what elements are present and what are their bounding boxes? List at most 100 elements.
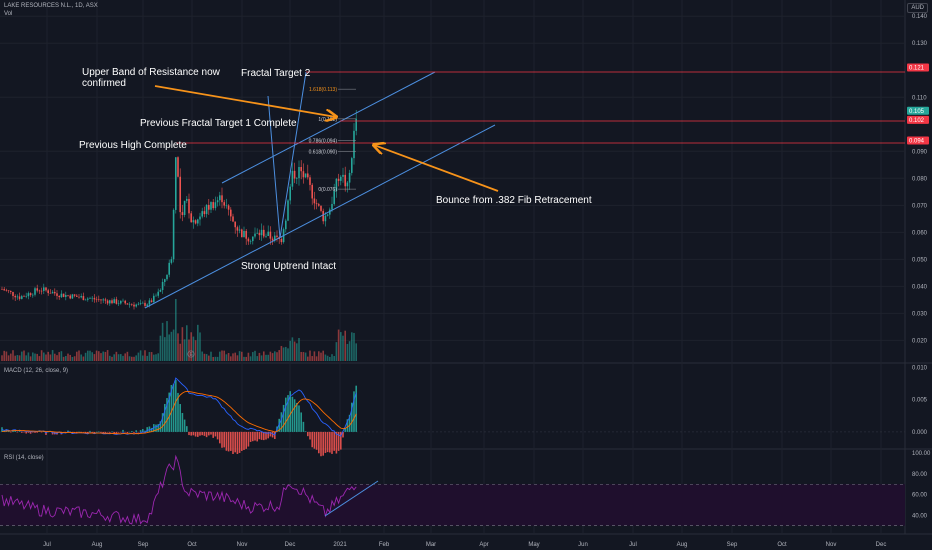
macd-histogram-bar (122, 429, 124, 432)
volume-bar (43, 352, 45, 361)
candle-body (84, 299, 87, 301)
macd-histogram-bar (351, 402, 353, 432)
volume-bar (205, 354, 208, 361)
volume-bar (58, 352, 60, 361)
macd-histogram-bar (29, 431, 32, 434)
volume-bar (91, 352, 93, 361)
candle-body (7, 290, 10, 292)
rsi-trendline (324, 480, 379, 517)
volume-bar (27, 352, 30, 361)
macd-histogram-bar (120, 431, 122, 433)
candle-body (324, 215, 327, 222)
time-tick-label: Nov (237, 542, 248, 548)
macd-histogram-bar (315, 431, 318, 450)
macd-histogram-bar (133, 431, 135, 433)
time-axis[interactable]: Jul Aug Sep Oct Nov Dec 2021 Feb Mar Apr May Jun Jul… (43, 542, 886, 548)
volume-bar (102, 351, 104, 361)
time-tick-label: Jul (629, 542, 637, 548)
volume-bar (304, 352, 307, 361)
chart-grid (0, 0, 932, 535)
candle-body (161, 281, 164, 290)
candle-body (18, 296, 21, 299)
volume-bar (76, 351, 78, 361)
macd-histogram-bar (348, 414, 351, 432)
volume-bar (296, 343, 298, 361)
volume-bar (29, 356, 32, 361)
macd-histogram-bar (164, 403, 166, 432)
fib-level-label: 1.618(0.113) (309, 87, 337, 93)
volume-bar (320, 352, 322, 361)
volume-bar (243, 356, 245, 361)
candle-body (309, 177, 311, 185)
macd-histogram-bar (153, 424, 155, 432)
candle-body (111, 300, 113, 304)
volume-bar (241, 351, 243, 361)
price-axis[interactable]: 0.020 0.030 0.040 0.050 0.060 0.070 0.080 0.090… (907, 14, 931, 519)
candle-body (100, 299, 102, 301)
macd-histogram-bar (10, 431, 12, 433)
candle-body (76, 295, 78, 297)
volume-bar (313, 351, 316, 361)
macd-histogram-bar (21, 431, 23, 433)
channel-lower-line (144, 124, 496, 309)
volume-bar (36, 353, 38, 361)
volume-bar (329, 356, 331, 361)
volume-bar (95, 350, 98, 361)
candle-body (238, 229, 241, 231)
time-tick-label: Jun (578, 542, 588, 548)
time-tick-label: Oct (777, 542, 787, 548)
candle-body (131, 304, 133, 305)
candle-body (212, 202, 214, 209)
macd-histogram-bar (190, 431, 192, 436)
macd-histogram-bar (93, 431, 96, 434)
time-tick-label: Feb (379, 542, 390, 548)
volume-bar (293, 341, 296, 361)
candle-body (164, 279, 166, 282)
macd-histogram-bar (109, 431, 111, 433)
candle-body (102, 299, 104, 301)
candle-body (188, 198, 190, 214)
macd-histogram-bar (324, 431, 327, 453)
volume-bar (225, 354, 228, 361)
volume-bar (32, 352, 34, 361)
candle-body (296, 178, 298, 179)
macd-histogram-bar (188, 431, 190, 436)
macd-histogram-bar (82, 431, 85, 433)
volume-bar (133, 356, 135, 361)
macd-histogram-bar (335, 431, 338, 454)
macd-histogram-bar (298, 405, 300, 432)
price-label-text: 0.121 (909, 66, 925, 72)
macd-histogram-bar (201, 431, 203, 436)
candle-body (245, 230, 247, 239)
volume-bar (166, 321, 168, 361)
volume-bar (161, 322, 164, 361)
volume-bar (219, 351, 221, 361)
volume-bar (265, 354, 267, 361)
volume-bar (315, 356, 318, 361)
candle-body (190, 213, 192, 223)
macd-histogram-bar (221, 431, 223, 448)
drawing-overlays: 1.618(0.113) 1(0.102) 0.786(0.094) 0.618(0.… (144, 71, 905, 309)
annotation-upper-band: Upper Band of Resistance now confirmed (82, 67, 220, 89)
macd-histogram-bar (245, 431, 247, 449)
macd-histogram-bar (291, 396, 294, 432)
candle-body (329, 209, 331, 215)
candle-body (201, 211, 203, 217)
volume-bar (23, 350, 25, 361)
volume-bar (65, 355, 67, 361)
volume-bar (337, 329, 340, 361)
candle-body (25, 296, 27, 297)
annotation-upper-band-line1: Upper Band of Resistance now (82, 67, 220, 78)
macd-histogram-bar (238, 431, 241, 453)
volume-bar (342, 335, 344, 361)
candle-body (89, 298, 91, 299)
macd-histogram-bar (260, 431, 263, 440)
volume-bar (142, 355, 144, 361)
macd-histogram-bar (186, 426, 188, 432)
volume-bar (236, 355, 239, 361)
volume-bar (179, 343, 181, 361)
rsi-tick-label: 80.00 (912, 472, 928, 478)
currency-button[interactable]: AUD (907, 3, 928, 13)
candle-body (333, 190, 335, 204)
